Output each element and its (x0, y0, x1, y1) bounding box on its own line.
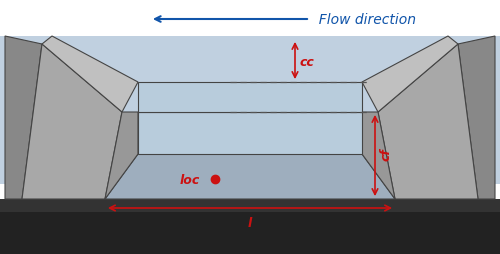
Polygon shape (362, 113, 395, 199)
Polygon shape (105, 154, 395, 199)
Polygon shape (138, 113, 362, 154)
Text: loc: loc (180, 173, 200, 186)
Polygon shape (105, 113, 138, 199)
Text: Flow direction: Flow direction (310, 13, 416, 27)
Polygon shape (0, 199, 500, 212)
Polygon shape (138, 83, 362, 113)
Polygon shape (42, 37, 138, 113)
Text: cf: cf (380, 148, 393, 161)
Polygon shape (22, 45, 122, 199)
Text: l: l (248, 216, 252, 229)
Polygon shape (5, 37, 42, 199)
Polygon shape (0, 0, 500, 184)
Polygon shape (378, 45, 478, 199)
Text: cc: cc (300, 55, 315, 68)
Polygon shape (458, 37, 495, 199)
Polygon shape (362, 37, 458, 113)
Polygon shape (0, 199, 500, 254)
Polygon shape (0, 0, 500, 37)
